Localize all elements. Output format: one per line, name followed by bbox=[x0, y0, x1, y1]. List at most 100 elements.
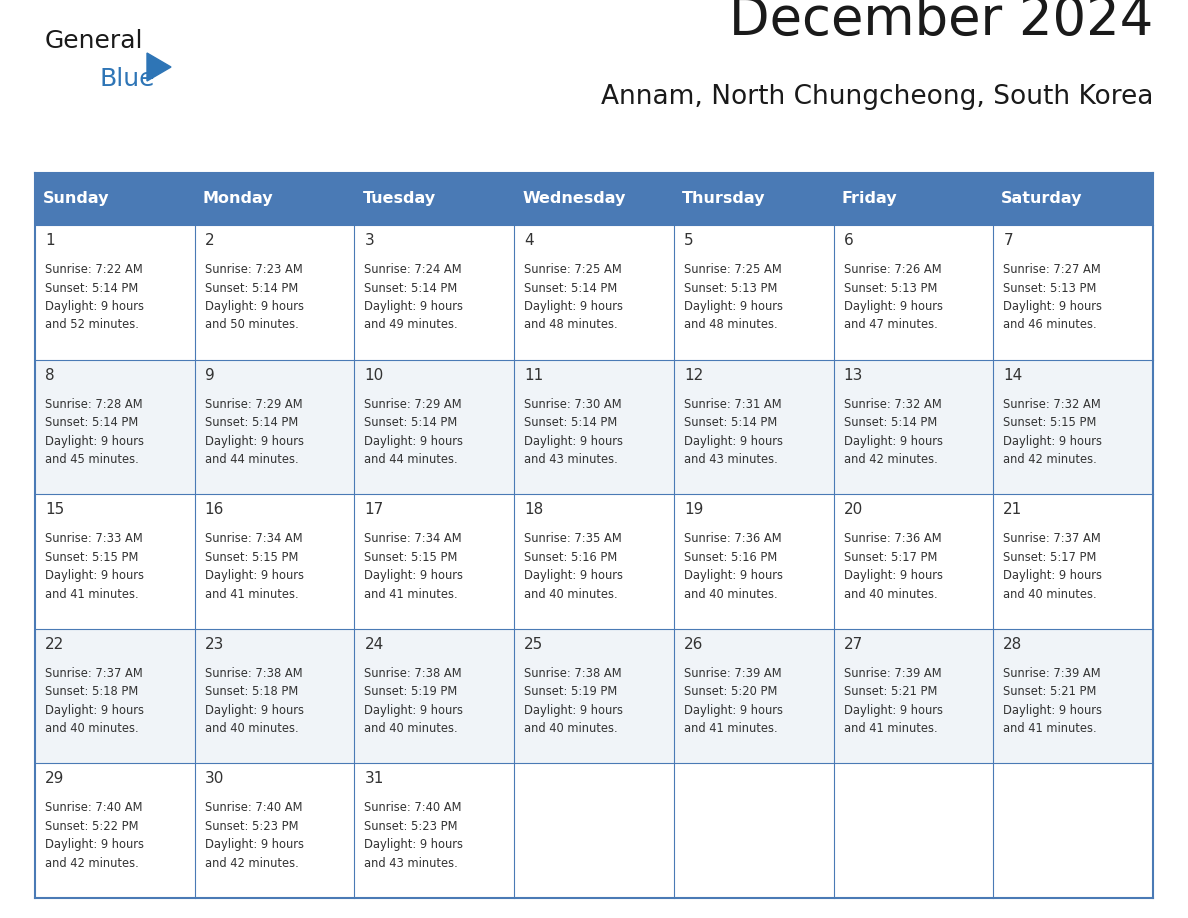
Text: Sunset: 5:20 PM: Sunset: 5:20 PM bbox=[684, 686, 777, 699]
Bar bbox=[195, 173, 354, 225]
Text: Sunset: 5:14 PM: Sunset: 5:14 PM bbox=[365, 282, 457, 295]
Text: Daylight: 9 hours: Daylight: 9 hours bbox=[524, 704, 624, 717]
Bar bbox=[195, 225, 354, 360]
Text: Sunday: Sunday bbox=[43, 192, 109, 207]
Bar bbox=[354, 494, 514, 629]
Text: 20: 20 bbox=[843, 502, 862, 517]
Text: Daylight: 9 hours: Daylight: 9 hours bbox=[1004, 300, 1102, 313]
Bar bbox=[354, 764, 514, 898]
Bar bbox=[195, 360, 354, 494]
Text: and 40 minutes.: and 40 minutes. bbox=[843, 588, 937, 600]
Text: 9: 9 bbox=[204, 367, 215, 383]
Bar bbox=[514, 360, 674, 494]
Text: 29: 29 bbox=[45, 771, 64, 787]
Text: Sunset: 5:19 PM: Sunset: 5:19 PM bbox=[365, 686, 457, 699]
Bar bbox=[34, 173, 195, 225]
Text: 3: 3 bbox=[365, 233, 374, 248]
Bar bbox=[993, 764, 1154, 898]
Text: Sunrise: 7:24 AM: Sunrise: 7:24 AM bbox=[365, 263, 462, 276]
Text: Daylight: 9 hours: Daylight: 9 hours bbox=[1004, 704, 1102, 717]
Text: December 2024: December 2024 bbox=[728, 0, 1154, 46]
Text: Sunset: 5:21 PM: Sunset: 5:21 PM bbox=[1004, 686, 1097, 699]
Text: Sunrise: 7:34 AM: Sunrise: 7:34 AM bbox=[365, 532, 462, 545]
Text: and 40 minutes.: and 40 minutes. bbox=[524, 588, 618, 600]
Bar bbox=[834, 225, 993, 360]
Bar bbox=[34, 764, 195, 898]
Bar bbox=[834, 629, 993, 764]
Text: 21: 21 bbox=[1004, 502, 1023, 517]
Text: Daylight: 9 hours: Daylight: 9 hours bbox=[204, 300, 304, 313]
Text: Daylight: 9 hours: Daylight: 9 hours bbox=[45, 434, 144, 448]
Text: Sunset: 5:14 PM: Sunset: 5:14 PM bbox=[524, 282, 618, 295]
Text: and 41 minutes.: and 41 minutes. bbox=[365, 588, 459, 600]
Text: and 48 minutes.: and 48 minutes. bbox=[684, 319, 777, 331]
Text: and 42 minutes.: and 42 minutes. bbox=[843, 453, 937, 466]
Text: Sunset: 5:15 PM: Sunset: 5:15 PM bbox=[204, 551, 298, 564]
Text: Sunrise: 7:38 AM: Sunrise: 7:38 AM bbox=[204, 666, 302, 680]
Text: Daylight: 9 hours: Daylight: 9 hours bbox=[365, 704, 463, 717]
Bar bbox=[514, 494, 674, 629]
Text: Sunrise: 7:25 AM: Sunrise: 7:25 AM bbox=[684, 263, 782, 276]
Bar bbox=[34, 360, 195, 494]
Bar bbox=[34, 494, 195, 629]
Bar bbox=[834, 764, 993, 898]
Text: 7: 7 bbox=[1004, 233, 1013, 248]
Text: 14: 14 bbox=[1004, 367, 1023, 383]
Text: 28: 28 bbox=[1004, 637, 1023, 652]
Text: Sunrise: 7:23 AM: Sunrise: 7:23 AM bbox=[204, 263, 303, 276]
Text: 5: 5 bbox=[684, 233, 694, 248]
Text: 15: 15 bbox=[45, 502, 64, 517]
Text: Sunset: 5:23 PM: Sunset: 5:23 PM bbox=[365, 820, 457, 833]
Text: Sunrise: 7:29 AM: Sunrise: 7:29 AM bbox=[204, 397, 302, 410]
Text: and 41 minutes.: and 41 minutes. bbox=[204, 588, 298, 600]
Bar bbox=[354, 225, 514, 360]
Bar bbox=[34, 225, 195, 360]
Text: Sunrise: 7:31 AM: Sunrise: 7:31 AM bbox=[684, 397, 782, 410]
Text: and 47 minutes.: and 47 minutes. bbox=[843, 319, 937, 331]
Text: and 40 minutes.: and 40 minutes. bbox=[684, 588, 777, 600]
Text: Sunset: 5:19 PM: Sunset: 5:19 PM bbox=[524, 686, 618, 699]
Text: Saturday: Saturday bbox=[1001, 192, 1082, 207]
Bar bbox=[993, 225, 1154, 360]
Text: Sunrise: 7:36 AM: Sunrise: 7:36 AM bbox=[843, 532, 941, 545]
Text: Sunset: 5:21 PM: Sunset: 5:21 PM bbox=[843, 686, 937, 699]
Text: and 44 minutes.: and 44 minutes. bbox=[204, 453, 298, 466]
Text: Daylight: 9 hours: Daylight: 9 hours bbox=[45, 300, 144, 313]
Bar bbox=[354, 629, 514, 764]
Text: Daylight: 9 hours: Daylight: 9 hours bbox=[45, 838, 144, 851]
Text: 25: 25 bbox=[524, 637, 543, 652]
Bar bbox=[195, 629, 354, 764]
Text: Sunset: 5:16 PM: Sunset: 5:16 PM bbox=[684, 551, 777, 564]
Bar bbox=[993, 629, 1154, 764]
Bar bbox=[993, 360, 1154, 494]
Text: Sunrise: 7:36 AM: Sunrise: 7:36 AM bbox=[684, 532, 782, 545]
Text: Sunset: 5:23 PM: Sunset: 5:23 PM bbox=[204, 820, 298, 833]
Text: General: General bbox=[45, 29, 144, 53]
Text: and 40 minutes.: and 40 minutes. bbox=[524, 722, 618, 735]
Text: and 40 minutes.: and 40 minutes. bbox=[365, 722, 459, 735]
Text: Sunrise: 7:40 AM: Sunrise: 7:40 AM bbox=[204, 801, 302, 814]
Text: Sunset: 5:13 PM: Sunset: 5:13 PM bbox=[684, 282, 777, 295]
Text: and 40 minutes.: and 40 minutes. bbox=[1004, 588, 1097, 600]
Text: Sunset: 5:14 PM: Sunset: 5:14 PM bbox=[365, 416, 457, 429]
Text: Wednesday: Wednesday bbox=[523, 192, 626, 207]
Text: Sunrise: 7:30 AM: Sunrise: 7:30 AM bbox=[524, 397, 621, 410]
Text: Tuesday: Tuesday bbox=[362, 192, 436, 207]
Text: Daylight: 9 hours: Daylight: 9 hours bbox=[204, 434, 304, 448]
Text: Sunset: 5:15 PM: Sunset: 5:15 PM bbox=[1004, 416, 1097, 429]
Text: Sunrise: 7:26 AM: Sunrise: 7:26 AM bbox=[843, 263, 941, 276]
Text: 2: 2 bbox=[204, 233, 214, 248]
Text: and 41 minutes.: and 41 minutes. bbox=[1004, 722, 1097, 735]
Text: Daylight: 9 hours: Daylight: 9 hours bbox=[45, 569, 144, 582]
Text: Sunrise: 7:25 AM: Sunrise: 7:25 AM bbox=[524, 263, 621, 276]
Bar bbox=[34, 629, 195, 764]
Text: Sunrise: 7:33 AM: Sunrise: 7:33 AM bbox=[45, 532, 143, 545]
Text: Daylight: 9 hours: Daylight: 9 hours bbox=[843, 569, 942, 582]
Text: 1: 1 bbox=[45, 233, 55, 248]
Text: Daylight: 9 hours: Daylight: 9 hours bbox=[843, 704, 942, 717]
Text: Daylight: 9 hours: Daylight: 9 hours bbox=[684, 434, 783, 448]
Text: Thursday: Thursday bbox=[682, 192, 765, 207]
Text: Sunrise: 7:27 AM: Sunrise: 7:27 AM bbox=[1004, 263, 1101, 276]
Text: Sunset: 5:14 PM: Sunset: 5:14 PM bbox=[843, 416, 937, 429]
Text: Daylight: 9 hours: Daylight: 9 hours bbox=[365, 300, 463, 313]
